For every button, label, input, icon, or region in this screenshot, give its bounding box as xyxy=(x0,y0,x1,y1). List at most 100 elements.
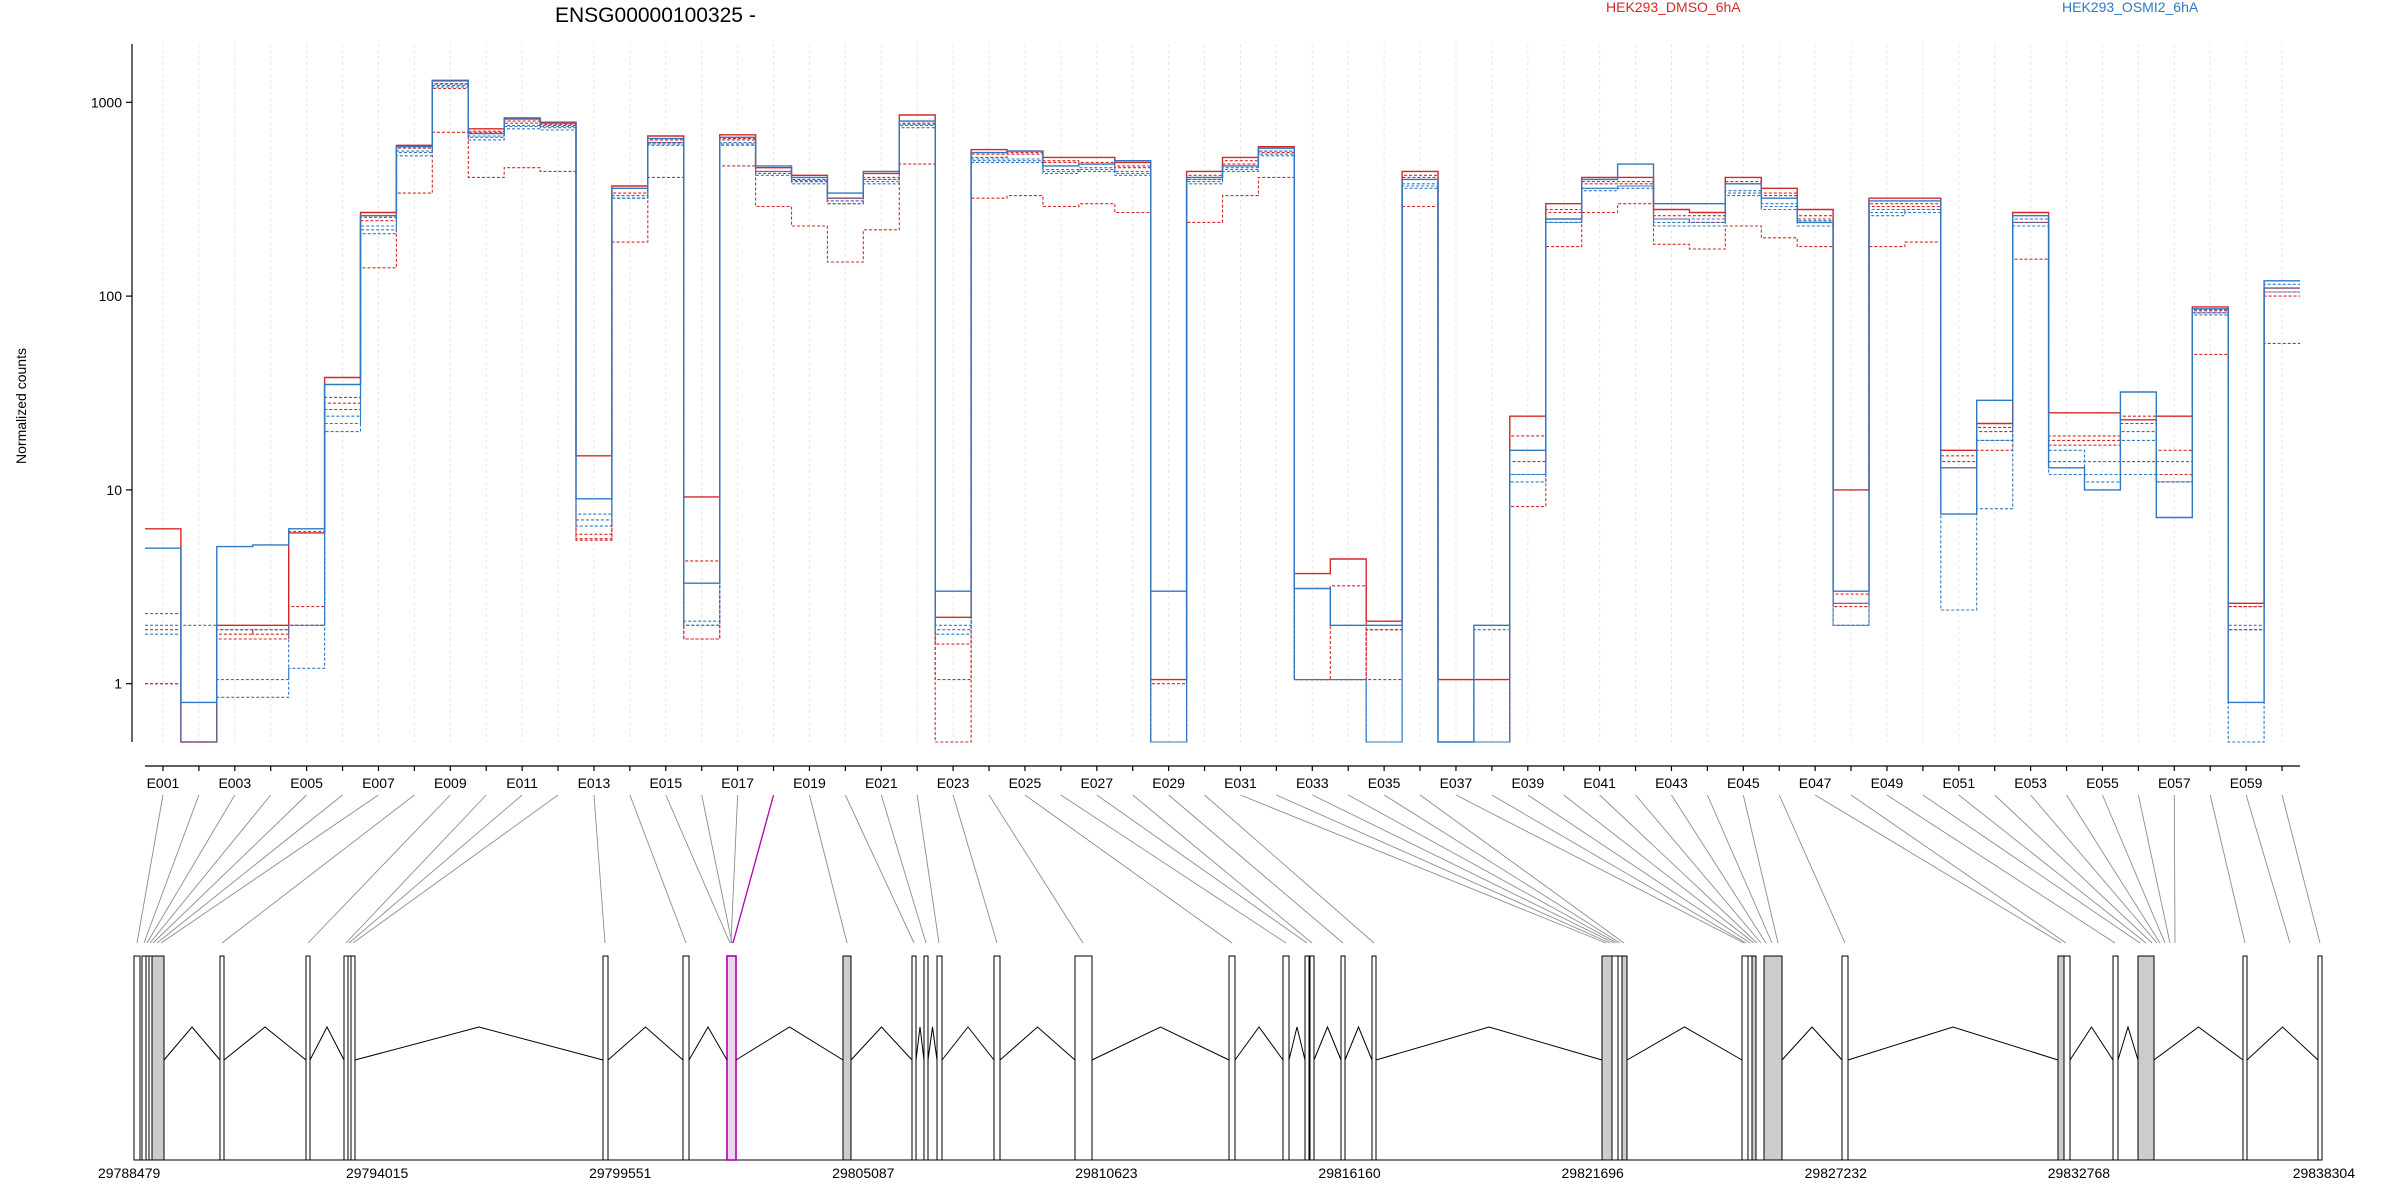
intron-line xyxy=(223,1026,307,1061)
exon-connector xyxy=(1491,794,1747,944)
exon-block xyxy=(2057,955,2065,1161)
exon-block xyxy=(602,955,609,1161)
exon-block xyxy=(1282,955,1290,1161)
exon-connector xyxy=(809,794,848,944)
exon-connector xyxy=(348,794,523,944)
exon-tick-label: E025 xyxy=(1009,775,1042,791)
exon-connector xyxy=(307,794,451,944)
intron-line xyxy=(309,1025,345,1061)
exon-connector xyxy=(352,794,559,944)
exon-tick-label: E055 xyxy=(2086,775,2119,791)
exon-block xyxy=(133,955,141,1161)
y-axis: 1 10 100 1000 xyxy=(91,44,133,742)
exon-connector xyxy=(1958,794,2147,944)
intron-line xyxy=(1847,1026,2059,1061)
exon-connector xyxy=(1922,794,2141,944)
exon-block xyxy=(1763,955,1783,1161)
genomic-coordinate-label: 29794015 xyxy=(346,1165,409,1181)
exon-connector xyxy=(1706,794,1773,944)
exon-tick-label: E023 xyxy=(937,775,970,791)
intron-line xyxy=(2153,1026,2244,1061)
exon-tick-label: E001 xyxy=(147,775,180,791)
intron-line xyxy=(2117,1025,2139,1061)
exon-connector xyxy=(701,794,733,944)
exon-block xyxy=(726,955,737,1161)
exon-connector xyxy=(1276,794,1611,944)
exon-block xyxy=(1611,955,1619,1161)
exon-block xyxy=(2063,955,2071,1161)
intron-line xyxy=(163,1026,221,1061)
genomic-coordinate-label: 29810623 xyxy=(1075,1165,1138,1181)
exon-connector-highlight xyxy=(732,794,775,944)
exon-connector xyxy=(160,794,379,944)
intron-line xyxy=(927,1026,938,1061)
exon-tick-label: E027 xyxy=(1080,775,1113,791)
exon-tick-label: E047 xyxy=(1799,775,1832,791)
exon-tick-label: E037 xyxy=(1440,775,1473,791)
exon-connector xyxy=(1814,794,2062,944)
exon-connector xyxy=(1096,794,1308,944)
exon-connector xyxy=(1671,794,1767,944)
intron-line xyxy=(1091,1026,1230,1061)
exon-tick-label: E015 xyxy=(649,775,682,791)
exon-tick-label: E031 xyxy=(1224,775,1257,791)
intron-line xyxy=(1626,1026,1743,1061)
genomic-coordinate-label: 29832768 xyxy=(2048,1165,2111,1181)
exon-connector xyxy=(221,794,415,944)
intron-line xyxy=(688,1025,728,1061)
exon-block xyxy=(1074,955,1093,1161)
exon-tick-label: E017 xyxy=(721,775,754,791)
exon-tick-label: E013 xyxy=(578,775,611,791)
exon-connector xyxy=(2209,794,2246,944)
exon-connector xyxy=(2102,794,2166,944)
exon-block xyxy=(842,955,852,1161)
intron-line xyxy=(850,1026,913,1061)
exon-connector xyxy=(2030,794,2158,944)
intron-line xyxy=(1313,1025,1342,1061)
exon-connector xyxy=(952,794,998,944)
exon-tick-label: E041 xyxy=(1583,775,1616,791)
exon-connector xyxy=(916,794,940,944)
exon-tick-label: E043 xyxy=(1655,775,1688,791)
exon-block xyxy=(682,955,690,1161)
exon-tick-label: E005 xyxy=(290,775,323,791)
exon-block xyxy=(2112,955,2119,1161)
exon-block xyxy=(1617,955,1623,1161)
exon-tick-label: E011 xyxy=(506,775,538,791)
exon-connector xyxy=(2173,794,2176,944)
intron-line xyxy=(1234,1026,1284,1061)
intron-line xyxy=(2069,1026,2114,1061)
y-tick-label: 100 xyxy=(99,288,123,304)
exon-connector xyxy=(1742,794,1779,944)
exon-axis: E001 E003 E005 E007 E009 E011 E013 E015 E017 E019… xyxy=(145,765,2300,791)
exon-connector xyxy=(1563,794,1755,944)
series-line xyxy=(145,131,2300,743)
genomic-coordinate-label: 29838304 xyxy=(2293,1165,2356,1181)
grid xyxy=(162,44,2283,742)
exon-connector xyxy=(1060,794,1287,944)
genomic-coordinate-label: 29816160 xyxy=(1318,1165,1381,1181)
exon-connector xyxy=(146,794,236,944)
exon-connector xyxy=(2137,794,2171,944)
exon-connector xyxy=(1850,794,2067,944)
intron-line xyxy=(1781,1026,1843,1061)
exon-block xyxy=(1228,955,1236,1161)
exon-tick-label: E003 xyxy=(218,775,251,791)
y-tick-label: 10 xyxy=(106,482,122,498)
exon-block xyxy=(1340,955,1346,1161)
exon-tick-label: E007 xyxy=(362,775,395,791)
exon-connector xyxy=(1635,794,1762,944)
intron-line xyxy=(735,1026,844,1061)
exon-connectors xyxy=(136,794,2321,944)
intron-line xyxy=(354,1026,604,1061)
intron-line xyxy=(1288,1026,1306,1061)
exon-connector xyxy=(1886,794,2116,944)
genomic-coordinate-label: 29827232 xyxy=(1805,1165,1868,1181)
intron-line xyxy=(1375,1026,1603,1061)
chart-title: ENSG00000100325 - xyxy=(555,4,756,27)
exon-tick-label: E057 xyxy=(2158,775,2191,791)
legend-item-dmso: HEK293_DMSO_6hA xyxy=(1606,0,1741,15)
exon-tick-label: E033 xyxy=(1296,775,1329,791)
exon-connector xyxy=(1527,794,1751,944)
